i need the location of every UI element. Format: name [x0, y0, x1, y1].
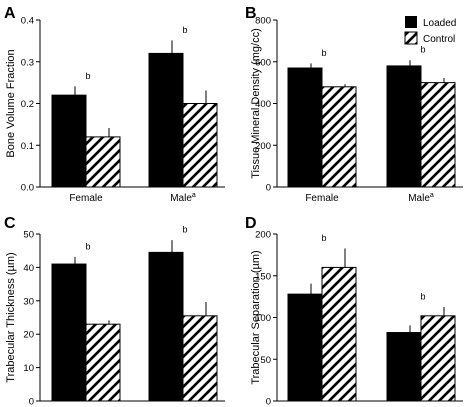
y-tick-label: 0.4 — [21, 16, 34, 27]
chart-panel-b: B Tissue Mineral Density (mg/cc) 0 200 400 60… — [245, 5, 463, 204]
bar-control — [321, 86, 357, 188]
y-axis-label: Trabecular Separation (µm) — [250, 250, 262, 384]
x-tick-label-text: Male — [408, 193, 430, 204]
legend-swatch-control — [404, 31, 418, 45]
x-tick-label: Female — [69, 193, 103, 204]
bar-loaded — [51, 94, 87, 188]
y-tick-label: 400 — [255, 99, 271, 110]
x-tick-label: Female — [305, 193, 339, 204]
bar-loaded — [386, 65, 422, 188]
y-tick-label: 30 — [23, 296, 34, 307]
y-tick-label: 0 — [266, 183, 271, 194]
significance-annotation: b — [85, 71, 90, 81]
x-tick-label-superscript: a — [192, 192, 196, 199]
bar-loaded — [51, 263, 87, 402]
significance-annotation: b — [420, 45, 425, 55]
y-tick-label: 800 — [255, 16, 271, 27]
x-tick-label-text: Female — [69, 193, 103, 204]
significance-annotation: b — [85, 241, 90, 251]
chart-panel-d: D Trabecular Separation (µm) 0 50 100 150 200 b… — [245, 215, 463, 407]
bar-control — [182, 315, 218, 402]
panel-label: A — [4, 5, 16, 22]
y-tick-label: 0.3 — [21, 57, 34, 68]
bar-loaded — [287, 293, 323, 402]
significance-annotation: b — [420, 291, 425, 301]
bar-loaded — [386, 332, 422, 402]
y-axis-label: Bone Volume Fraction — [5, 49, 17, 157]
y-tick-label: 200 — [255, 230, 271, 241]
y-tick-label: 50 — [260, 355, 271, 366]
y-tick-label: 100 — [255, 313, 271, 324]
y-tick-label: 10 — [23, 363, 34, 374]
bar-loaded — [287, 67, 323, 188]
bar-loaded — [148, 52, 184, 188]
legend-label-control: Control — [423, 34, 455, 45]
x-tick-label-superscript: a — [430, 192, 434, 199]
y-tick-label: 0 — [266, 397, 271, 407]
y-axis-label: Tissue Mineral Density (mg/cc) — [250, 28, 262, 179]
y-tick-label: 0.0 — [21, 183, 34, 194]
bar-loaded — [148, 251, 184, 402]
y-tick-label: 200 — [255, 141, 271, 152]
y-tick-label: 0.2 — [21, 99, 34, 110]
chart-panel-a: A Bone Volume Fraction 0.0 0.1 0.2 0.3 0.4 b Fem… — [4, 5, 225, 204]
bar-control — [420, 82, 456, 188]
y-tick-label: 20 — [23, 330, 34, 341]
x-tick-label: Malea — [170, 192, 196, 204]
bar-control — [85, 323, 121, 402]
bar-control — [321, 266, 357, 402]
y-tick-label: 0.1 — [21, 141, 34, 152]
y-tick-label: 50 — [23, 230, 34, 241]
y-tick-label: 150 — [255, 271, 271, 282]
x-tick-label-text: Female — [305, 193, 339, 204]
y-tick-label: 600 — [255, 57, 271, 68]
legend: Loaded Control — [404, 16, 456, 45]
y-tick-label: 40 — [23, 263, 34, 274]
significance-annotation: b — [182, 25, 187, 35]
significance-annotation: b — [182, 225, 187, 235]
significance-annotation: b — [321, 233, 326, 243]
y-axis-label: Trabecular Thickness (µm) — [5, 252, 17, 382]
bar-control — [85, 136, 121, 188]
x-tick-label-text: Male — [170, 193, 192, 204]
bar-control — [420, 315, 456, 402]
x-tick-label: Malea — [408, 192, 434, 204]
bar-control — [182, 103, 218, 188]
panel-label: B — [245, 5, 257, 22]
legend-swatch-loaded — [405, 16, 417, 28]
panel-label: D — [245, 215, 257, 232]
panel-label: C — [4, 215, 16, 232]
legend-label-loaded: Loaded — [423, 18, 456, 29]
y-tick-label: 0 — [29, 397, 34, 407]
significance-annotation: b — [321, 48, 326, 58]
